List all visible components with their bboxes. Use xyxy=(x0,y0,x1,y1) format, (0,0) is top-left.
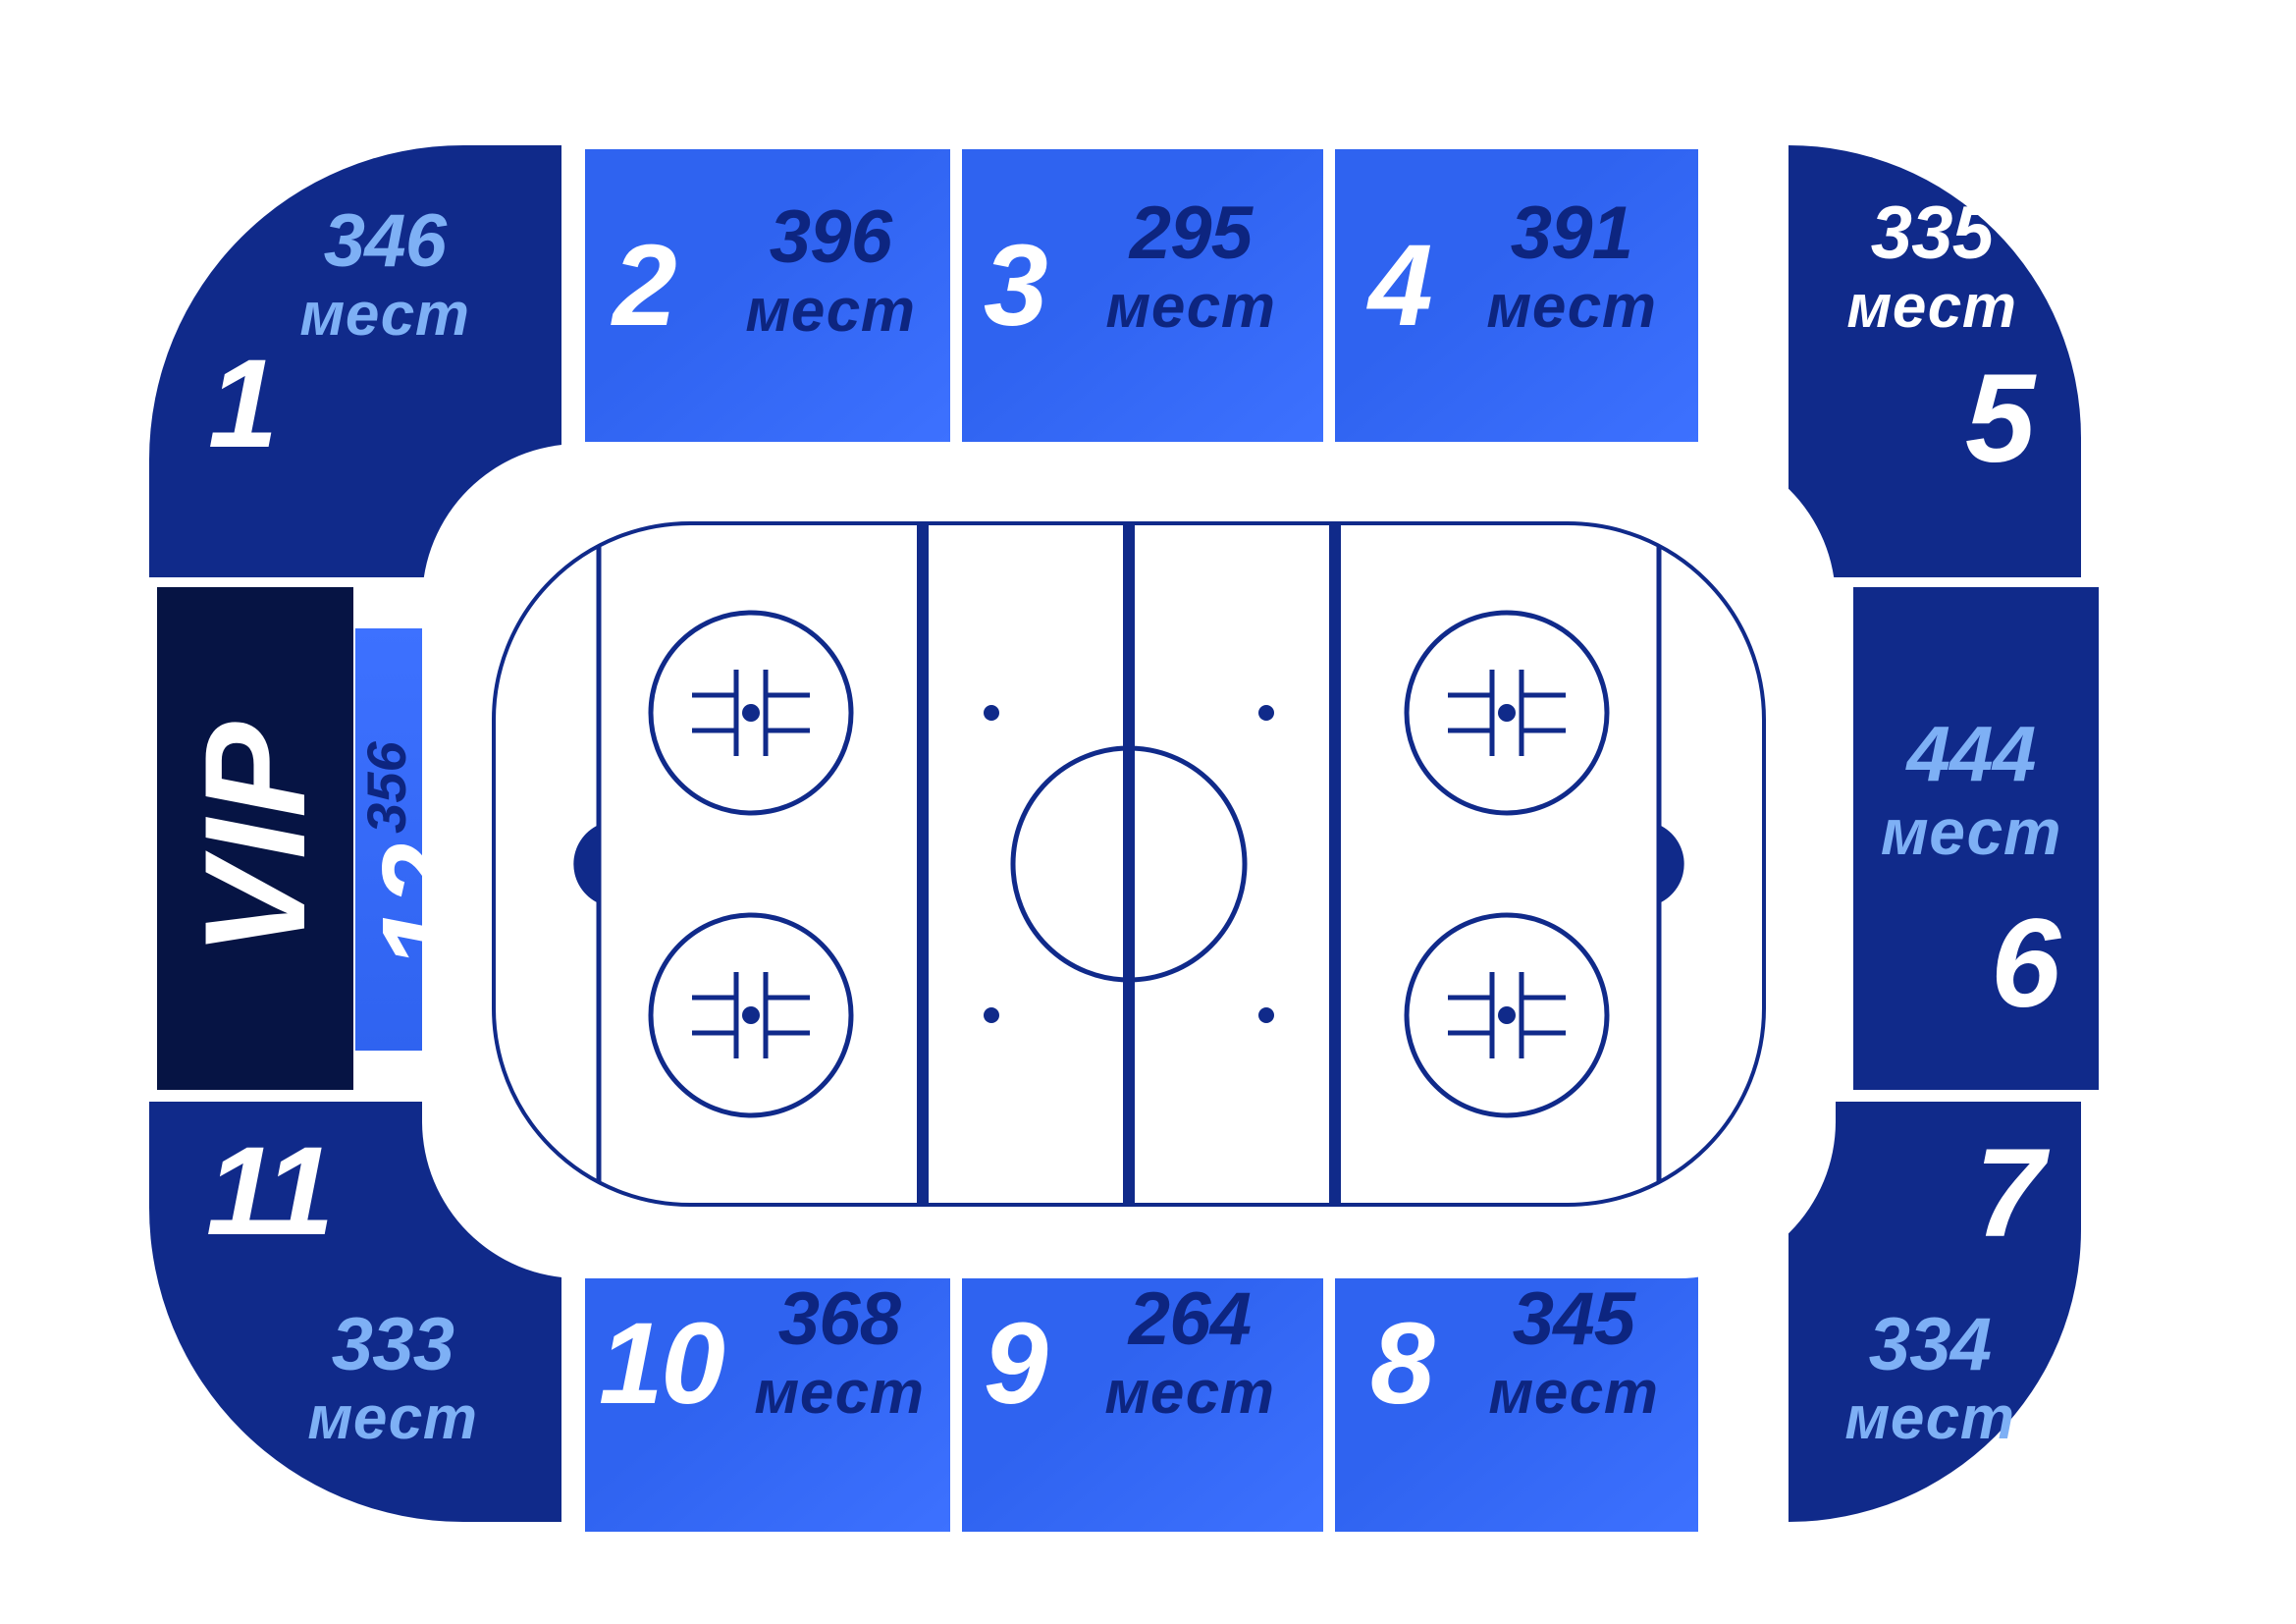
sector-5-seats: 335 мест xyxy=(1804,196,2059,338)
sector-2[interactable]: 2 396 мест xyxy=(585,149,950,442)
faceoff-circle-right-top xyxy=(1404,610,1610,816)
sector-7-seats: 334 мест xyxy=(1798,1308,2061,1449)
neutral-dot-top-right xyxy=(1258,705,1274,721)
sector-6[interactable]: 444 мест 6 xyxy=(1853,587,2099,1090)
sector-10-number: 10 xyxy=(599,1299,725,1429)
sector-4[interactable]: 4 391 мест xyxy=(1335,149,1698,442)
sector-5-number: 5 xyxy=(1965,349,2035,489)
sector-9-seats: 264 мест xyxy=(1072,1282,1308,1424)
sector-2-number: 2 xyxy=(613,221,677,351)
sector-8-seats: 345 мест xyxy=(1461,1282,1686,1424)
sector-11-seat-count: 333 xyxy=(331,1303,454,1386)
sector-8[interactable]: 8 345 мест xyxy=(1335,1265,1698,1532)
sector-7-seats-word: мест xyxy=(1844,1384,2015,1452)
sector-4-seat-count: 391 xyxy=(1510,191,1633,275)
sector-9-seats-word: мест xyxy=(1104,1359,1275,1427)
neutral-dot-bottom-right xyxy=(1258,1007,1274,1023)
sector-6-seats-word: мест xyxy=(1880,795,2062,868)
sector-8-number: 8 xyxy=(1370,1299,1435,1429)
sector-2-seats: 396 мест xyxy=(722,200,938,342)
sector-1-seats-word: мест xyxy=(299,281,470,349)
sector-4-number: 4 xyxy=(1368,221,1433,351)
center-faceoff-circle xyxy=(1010,745,1248,983)
sector-11-seats: 333 мест xyxy=(263,1308,522,1449)
sector-1-number: 1 xyxy=(208,334,278,474)
sector-3-seat-count: 295 xyxy=(1129,191,1253,275)
sector-6-seat-count: 444 xyxy=(1906,710,2036,797)
sector-7[interactable]: 7 334 мест xyxy=(1789,1102,2081,1522)
sector-7-seat-count: 334 xyxy=(1868,1303,1992,1386)
sector-6-seats: 444 мест xyxy=(1843,710,2099,868)
sector-5[interactable]: 335 мест 5 xyxy=(1789,145,2081,577)
sector-3-seats: 295 мест xyxy=(1078,196,1304,338)
neutral-dot-top-left xyxy=(984,705,999,721)
sector-2-seat-count: 396 xyxy=(769,195,892,279)
sector-10[interactable]: 10 368 мест xyxy=(585,1265,950,1532)
sector-8-seat-count: 345 xyxy=(1512,1277,1635,1361)
sector-10-seats-word: мест xyxy=(754,1359,925,1427)
sector-8-seats-word: мест xyxy=(1488,1359,1659,1427)
sector-9-number: 9 xyxy=(984,1299,1048,1429)
sector-5-seats-word: мест xyxy=(1846,273,2017,341)
sector-3[interactable]: 3 295 мест xyxy=(962,149,1323,442)
sector-12-seat-count: 356 xyxy=(355,741,417,834)
sector-3-seats-word: мест xyxy=(1105,273,1276,341)
faceoff-circle-right-bottom xyxy=(1404,912,1610,1118)
goal-crease-right xyxy=(1659,825,1684,903)
sector-2-seats-word: мест xyxy=(745,277,916,345)
neutral-dot-bottom-left xyxy=(984,1007,999,1023)
goal-crease-left xyxy=(573,825,599,903)
sector-3-number: 3 xyxy=(984,221,1048,351)
sector-9[interactable]: 9 264 мест xyxy=(962,1265,1323,1532)
vip-section[interactable]: VIP xyxy=(157,587,353,1090)
sector-4-seats-word: мест xyxy=(1486,273,1657,341)
sector-10-seat-count: 368 xyxy=(777,1277,901,1361)
sector-1-seat-count: 346 xyxy=(323,199,447,283)
sector-9-seat-count: 264 xyxy=(1128,1277,1252,1361)
faceoff-circle-left-bottom xyxy=(648,912,854,1118)
sector-11-number: 11 xyxy=(206,1121,334,1262)
ice-rink[interactable] xyxy=(491,520,1767,1208)
sector-1-seats: 346 мест xyxy=(257,204,512,346)
sector-11-seats-word: мест xyxy=(307,1384,478,1452)
sector-7-number: 7 xyxy=(1975,1123,2045,1264)
sector-10-seats: 368 мест xyxy=(734,1282,944,1424)
sector-6-number: 6 xyxy=(1991,893,2060,1034)
vip-label: VIP xyxy=(175,721,335,956)
sector-5-seat-count: 335 xyxy=(1870,191,1994,275)
sector-4-seats: 391 мест xyxy=(1459,196,1684,338)
faceoff-circle-left-top xyxy=(648,610,854,816)
